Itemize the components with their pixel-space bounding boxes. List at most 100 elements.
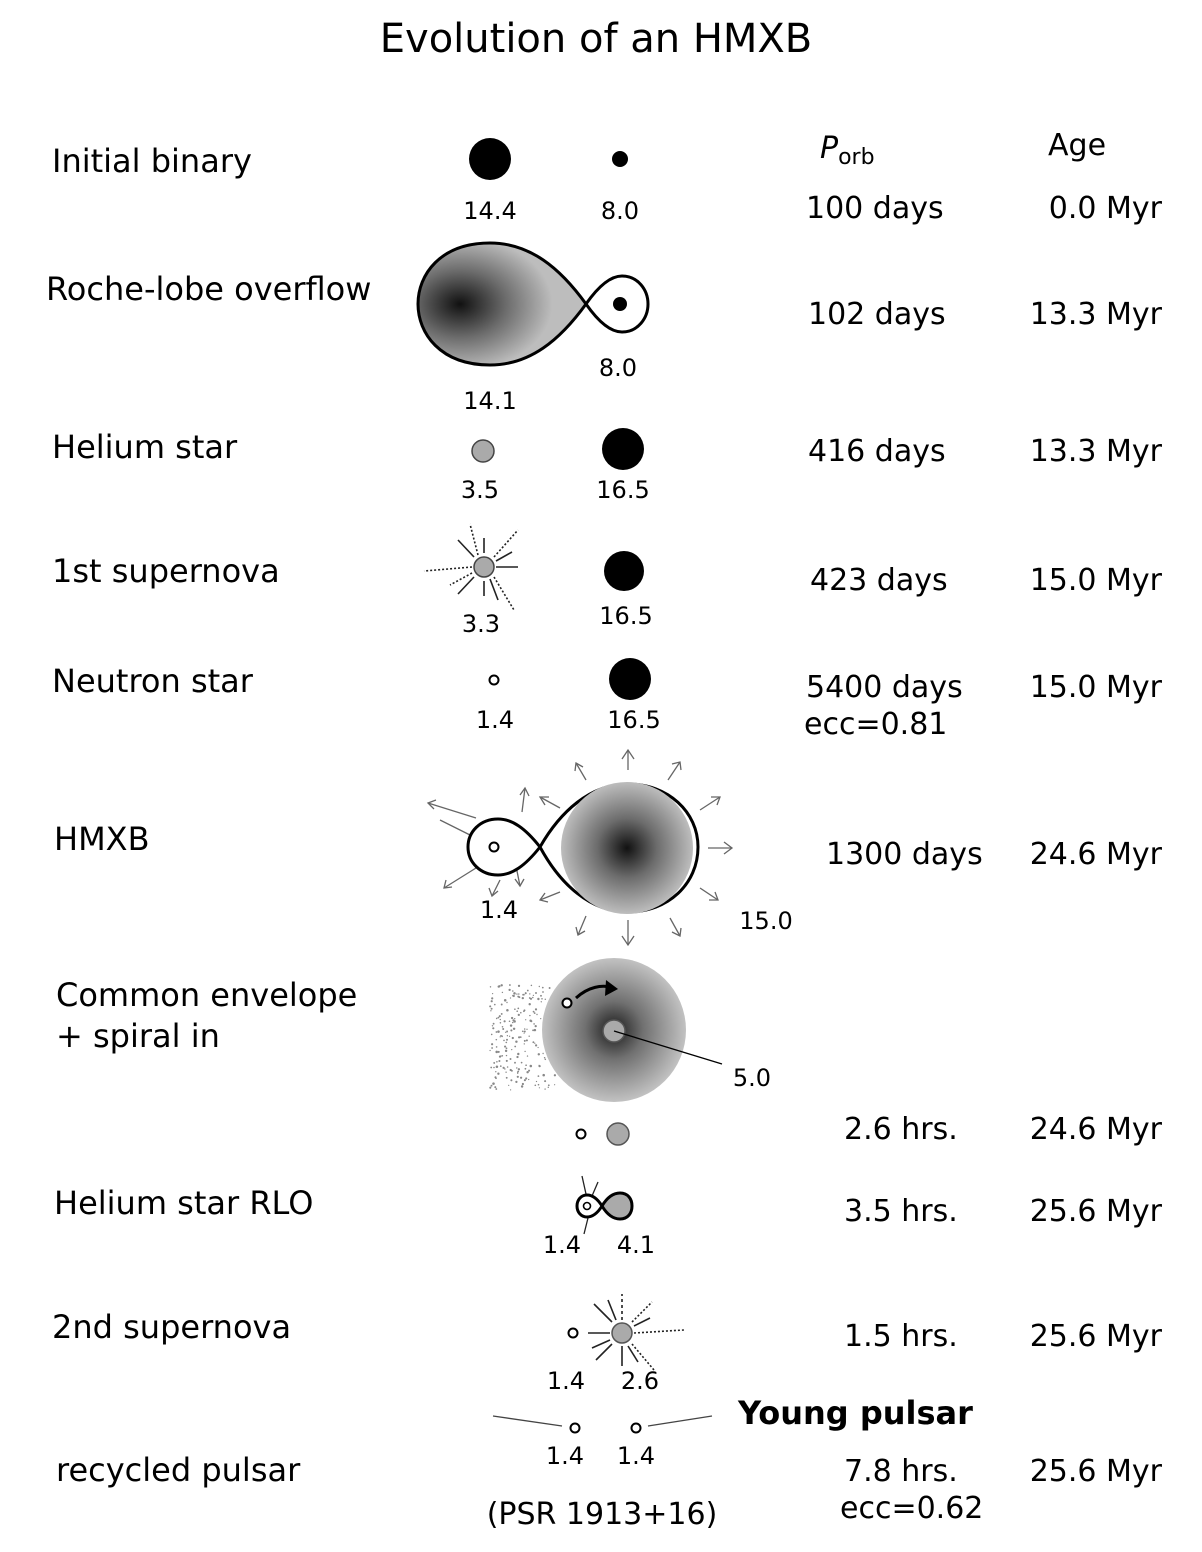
ejecta-dot [523, 1009, 526, 1012]
companion-star [602, 428, 644, 470]
ecc-recycled-pulsar: ecc=0.62 [840, 1491, 983, 1526]
ejecta-dot [512, 990, 514, 992]
ejecta-dot [500, 1012, 503, 1015]
ejecta-dot [543, 1057, 546, 1059]
ejecta-dot [506, 1035, 509, 1037]
ejecta-dot [524, 1067, 527, 1070]
mass-label: 16.5 [607, 706, 660, 734]
ejecta-dot [534, 1042, 536, 1044]
label-neutron-star: Neutron star [52, 662, 254, 700]
ejecta-dot [533, 1023, 535, 1025]
companion-star [604, 551, 644, 591]
ejecta-dot [516, 1067, 518, 1069]
ejecta-dot [542, 1073, 545, 1077]
ejecta-dot [526, 1055, 529, 1057]
ejecta-dot [503, 999, 507, 1002]
neutron-star [488, 674, 500, 686]
ejecta-dot [505, 1054, 508, 1057]
ejecta-dot [490, 1066, 493, 1069]
ejecta-dot [497, 985, 500, 988]
mass-label: 3.3 [462, 610, 500, 638]
porb-hmxb: 1300 days [826, 837, 983, 872]
ejecta-dot [512, 994, 515, 998]
ejecta-dot [491, 997, 494, 1000]
ejecta-dot [512, 1027, 516, 1031]
ejecta-dot [489, 1049, 491, 1052]
porb-helium-star: 416 days [808, 434, 946, 469]
ejecta-dot [495, 1065, 499, 1069]
leader-line [613, 1030, 723, 1065]
ejecta-dot [541, 998, 543, 1000]
neutron-star [582, 1201, 592, 1211]
ejecta-dot [508, 1020, 511, 1022]
label-hmxb: HMXB [54, 820, 150, 858]
ejecta-dot [493, 1061, 496, 1064]
ejecta-dot [497, 1030, 500, 1033]
ejecta-dot [497, 1072, 500, 1075]
ejecta-dot [516, 993, 518, 995]
ejecta-dot [534, 1044, 538, 1047]
mass-label: 1.4 [480, 896, 518, 924]
neutron-star [488, 841, 500, 853]
exploding-star [611, 1322, 633, 1344]
ejecta-dot [505, 1041, 508, 1044]
porb-neutron-star: 5400 days [806, 670, 963, 705]
ejecta-dot [508, 988, 511, 992]
age-helium-star: 13.3 Myr [1030, 434, 1163, 469]
companion-star [561, 782, 693, 914]
ejecta-dot [496, 1061, 498, 1063]
ejecta-dot [537, 997, 540, 1001]
ejecta-dot [508, 1084, 510, 1086]
ejecta-dot [535, 1080, 538, 1083]
ejecta-dot [540, 994, 542, 997]
ejecta-dot [540, 1017, 542, 1020]
label-helium-star-rlo: Helium star RLO [54, 1184, 313, 1222]
mass-label: 1.4 [546, 1442, 584, 1470]
mass-label: 15.0 [739, 907, 792, 935]
age-hmxb: 24.6 Myr [1030, 837, 1163, 872]
ejecta-dot [529, 1014, 531, 1017]
ejecta-dot [528, 1069, 531, 1072]
ejecta-dot [502, 1028, 505, 1030]
ejecta-dot [518, 1036, 521, 1039]
ejecta-dot [495, 1046, 498, 1048]
ejecta-dot [532, 1041, 535, 1044]
ejecta-dot [514, 1008, 516, 1011]
ejecta-dot [490, 1010, 492, 1012]
porb-first-supernova: 423 days [810, 563, 948, 598]
ejecta-dot [495, 1088, 498, 1090]
ejecta-dot [518, 993, 520, 995]
ejecta-dot [516, 1075, 519, 1078]
ejecta-dot [509, 997, 512, 999]
ejecta-dot [492, 1082, 495, 1085]
ejecta-dot [537, 1053, 541, 1056]
ejecta-dot [547, 1084, 550, 1087]
age-helium-star-rlo: 25.6 Myr [1030, 1194, 1163, 1229]
ejecta-dot [544, 1058, 547, 1061]
porb-second-supernova: 1.5 hrs. [844, 1319, 958, 1354]
young-pulsar-label: Young pulsar [737, 1394, 973, 1432]
mass-label: 3.5 [461, 476, 499, 504]
ejecta-dot [537, 1083, 540, 1086]
ejecta-dot [497, 1016, 500, 1019]
ejecta-dot [495, 1077, 497, 1080]
ejecta-dot [490, 1007, 493, 1010]
age-initial-binary: 0.0 Myr [1049, 191, 1163, 226]
ejecta-dot [501, 991, 504, 994]
ejecta-dot [501, 1054, 504, 1057]
ejecta-dot [525, 1077, 528, 1080]
ejecta-dot [491, 1047, 494, 1049]
ejecta-dot [514, 992, 516, 995]
ejecta-dot [534, 1008, 538, 1011]
ejecta-dot [528, 997, 531, 999]
mass-label: 16.5 [596, 476, 649, 504]
secondary-star [612, 151, 628, 167]
ejecta-dot [519, 1076, 523, 1079]
mass-label: 8.0 [601, 197, 639, 225]
ejecta-dot [523, 1032, 525, 1034]
ejecta-dot [499, 1036, 501, 1038]
ejecta-dot [490, 1084, 493, 1087]
ejecta-dot [523, 1028, 526, 1030]
label-common-envelope: Common envelope [56, 976, 357, 1014]
ejecta-dot [509, 1089, 512, 1091]
